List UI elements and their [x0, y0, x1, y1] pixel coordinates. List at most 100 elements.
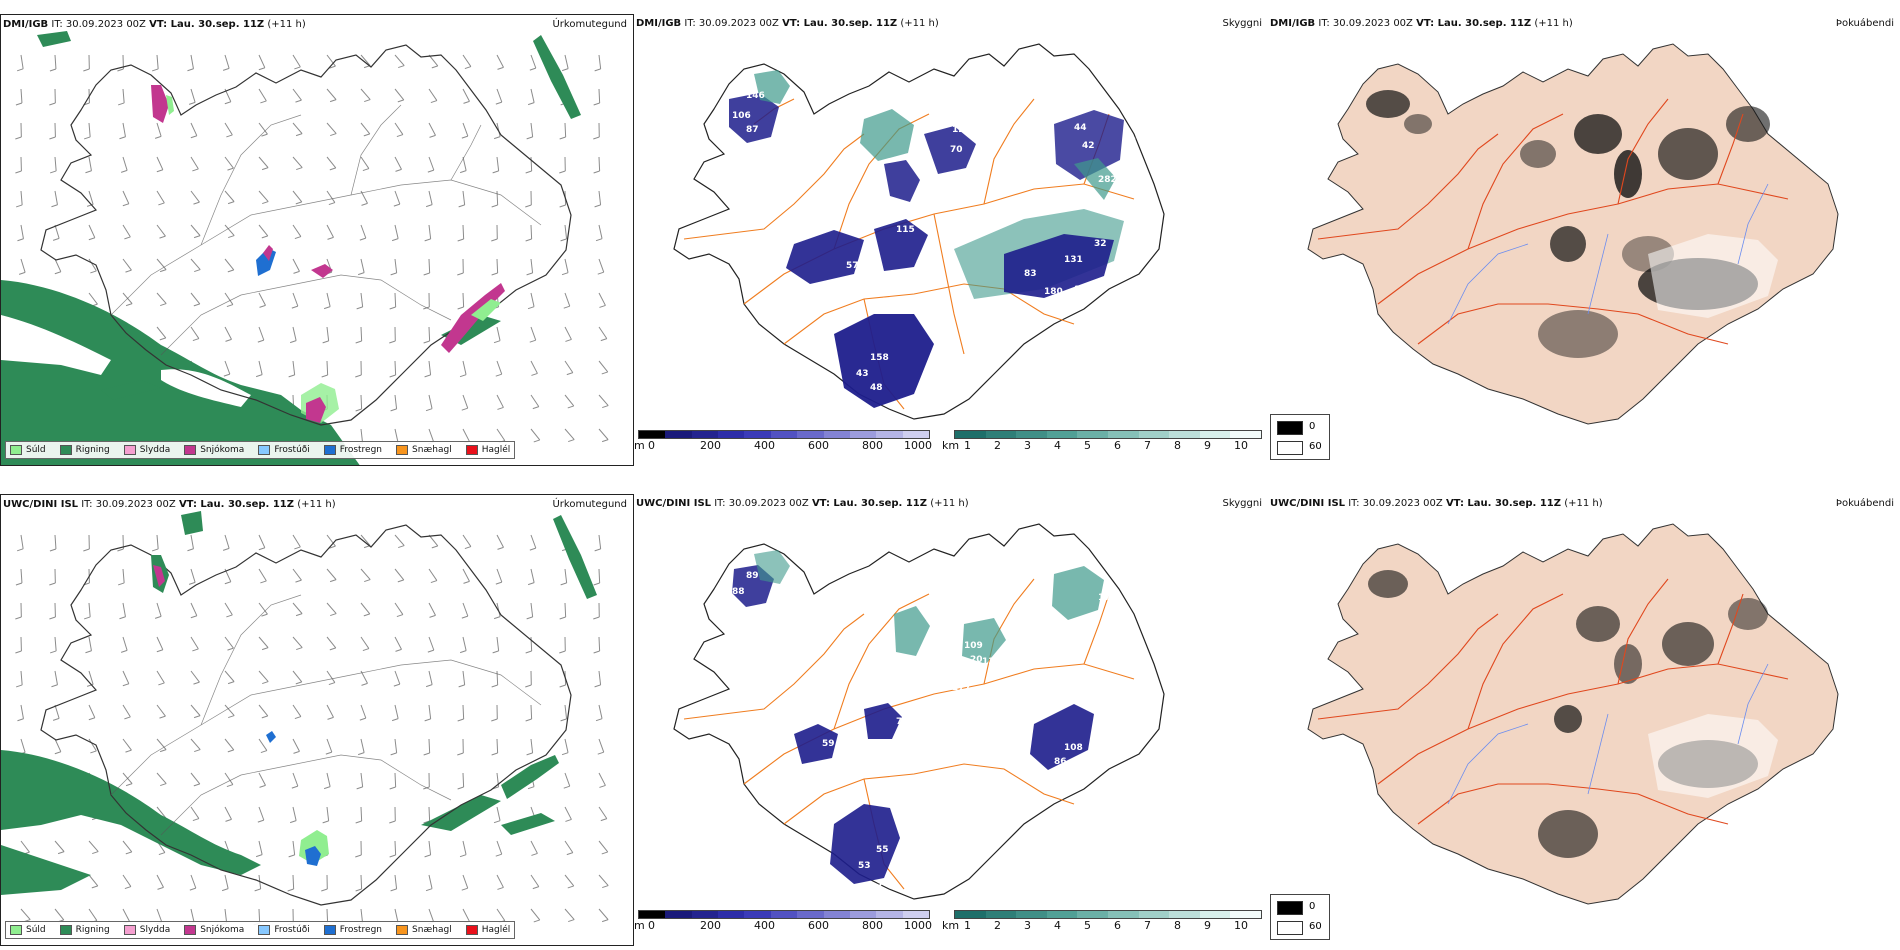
- wind-barb-flag: [294, 546, 301, 550]
- wind-barb: [360, 156, 370, 169]
- visibility-value-label: 89: [746, 571, 759, 581]
- panel-header: DMI/IGB IT: 30.09.2023 00Z VT: Lau. 30.s…: [3, 19, 629, 33]
- wind-barb: [428, 224, 432, 239]
- valid-time: VT: Lau. 30.sep. 11Z: [178, 499, 295, 510]
- wind-barb-flag: [223, 373, 231, 377]
- wind-barb: [428, 874, 433, 889]
- wind-barb-flag: [222, 547, 230, 551]
- wind-barb-flag: [533, 439, 540, 443]
- fog-legend: 0 60: [1270, 414, 1330, 460]
- wind-barb-flag: [491, 238, 498, 242]
- colorbar-segment: [823, 911, 850, 918]
- legend-item-freezing-rain: Frostregn: [323, 445, 382, 455]
- wind-barb: [326, 704, 334, 718]
- colorbar-segment: [1138, 911, 1170, 918]
- wind-barb: [190, 122, 198, 136]
- wind-barb: [394, 190, 401, 205]
- wind-barb-flag: [559, 204, 566, 208]
- wind-barb: [598, 908, 609, 920]
- wind-barb-flag: [90, 270, 97, 274]
- wind-barb: [326, 360, 329, 376]
- wind-barb-flag: [160, 303, 167, 307]
- wind-barb: [54, 54, 57, 70]
- wind-barb-flag: [560, 582, 567, 586]
- wind-barb-flag: [260, 580, 267, 584]
- wind-barb-flag: [257, 339, 265, 343]
- wind-barb-flag: [425, 204, 433, 208]
- wind-barb-flag: [262, 681, 269, 685]
- wind-barb-flag: [525, 684, 532, 688]
- wind-barb-flag: [532, 406, 539, 410]
- wind-barb-flag: [495, 101, 503, 105]
- wind-barb-flag: [50, 170, 57, 174]
- wind-barb: [360, 54, 371, 66]
- wind-barb: [530, 360, 538, 374]
- wind-barb: [224, 636, 234, 649]
- wind-barb: [292, 806, 297, 821]
- wind-barb-flag: [226, 304, 234, 308]
- wind-barb-flag: [227, 681, 235, 685]
- visibility-labels: 146 106 87 70 93 246 115 86 57 95 121 83 180 123 75 32 1…: [732, 91, 1137, 393]
- wind-barb-flag: [461, 135, 469, 139]
- legend-swatch: [258, 445, 271, 455]
- wind-barb: [122, 636, 128, 651]
- visibility-value-label: 32: [1094, 239, 1107, 249]
- wind-barb: [428, 908, 435, 923]
- wind-barb: [54, 224, 60, 239]
- legend-swatch-dark: [1277, 901, 1303, 915]
- wind-barb-flag: [493, 136, 501, 140]
- wind-barb-flag: [424, 718, 431, 722]
- wind-barb: [224, 738, 235, 751]
- visibility-map: 146 106 87 70 93 246 115 86 57 95 121 83 180 123 75 32 1…: [673, 43, 1165, 420]
- wind-barb-flag: [429, 134, 436, 138]
- wind-barb: [496, 636, 500, 651]
- wind-barb-flag: [291, 305, 299, 309]
- wind-barb: [224, 190, 235, 202]
- wind-barb-flag: [295, 613, 303, 617]
- wind-barb-flag: [117, 68, 124, 72]
- wind-barb-flag: [159, 715, 166, 719]
- wind-barb: [326, 292, 331, 307]
- legend-label: Súld: [26, 925, 46, 935]
- legend-swatch: [184, 925, 197, 935]
- wind-barb: [530, 122, 534, 137]
- wind-barb: [462, 534, 472, 547]
- wind-barb-flag: [152, 68, 159, 72]
- wind-barb-flag: [593, 170, 600, 174]
- wind-barb-flag: [527, 102, 535, 106]
- wind-barb-flag: [57, 851, 65, 855]
- wind-barb-flag: [529, 339, 536, 343]
- wind-barb: [530, 428, 541, 441]
- wind-barb: [496, 534, 504, 548]
- wind-barb: [224, 602, 233, 616]
- wind-barb: [20, 190, 23, 205]
- wind-barb-flag: [493, 616, 501, 620]
- wind-barb-flag: [54, 751, 61, 755]
- init-time: IT: 30.09.2023 00Z: [684, 18, 779, 29]
- wind-barb: [564, 874, 575, 887]
- wind-barb: [564, 568, 568, 583]
- wind-barb-flag: [329, 545, 336, 549]
- panel-title: Úrkomutegund: [552, 499, 627, 510]
- wind-barb-flag: [425, 408, 433, 412]
- colorbar-segment: [849, 431, 877, 438]
- wind-barb-flag: [90, 750, 97, 754]
- rain-area: [1, 750, 261, 875]
- visibility-value-label: 277: [952, 683, 971, 693]
- wind-barb: [530, 908, 541, 921]
- legend-item-snow-pellets: Snæhagl: [396, 925, 452, 935]
- colorbar-segment: [985, 911, 1017, 918]
- wind-barb-flag: [602, 885, 609, 889]
- visibility-value-label: 86: [1054, 757, 1067, 767]
- wind-barb-flag: [321, 374, 328, 378]
- visibility-value-label: 135: [982, 657, 1001, 667]
- wind-barb: [360, 704, 367, 719]
- wind-barb: [598, 738, 605, 753]
- valid-time: VT: Lau. 30.sep. 11Z: [811, 498, 928, 509]
- wind-barb-flag: [193, 303, 200, 307]
- wind-barb: [156, 806, 167, 819]
- wind-barb: [224, 534, 230, 549]
- wind-barb: [462, 874, 469, 889]
- wind-barb-flag: [599, 784, 606, 788]
- rain-area: [1, 845, 91, 895]
